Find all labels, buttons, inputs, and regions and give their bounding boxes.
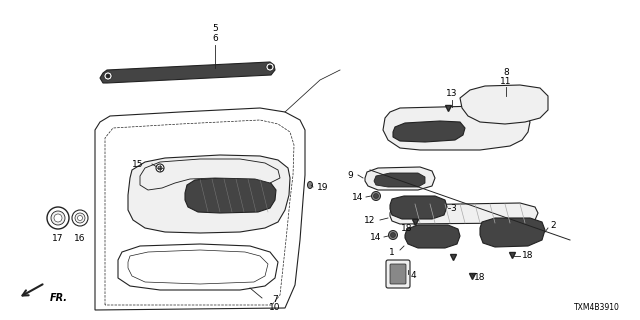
Text: FR.: FR. bbox=[50, 293, 68, 303]
Text: 14: 14 bbox=[352, 193, 364, 202]
Ellipse shape bbox=[158, 166, 162, 170]
Polygon shape bbox=[390, 196, 447, 219]
Text: 14: 14 bbox=[371, 233, 381, 242]
Ellipse shape bbox=[307, 181, 312, 188]
Text: 11: 11 bbox=[500, 76, 512, 85]
Ellipse shape bbox=[390, 233, 396, 237]
Ellipse shape bbox=[75, 213, 85, 223]
Polygon shape bbox=[390, 203, 538, 224]
Polygon shape bbox=[185, 178, 276, 213]
Ellipse shape bbox=[47, 207, 69, 229]
Ellipse shape bbox=[72, 210, 88, 226]
Text: 2: 2 bbox=[550, 220, 556, 229]
Ellipse shape bbox=[51, 211, 65, 225]
Text: 9: 9 bbox=[347, 171, 353, 180]
FancyBboxPatch shape bbox=[390, 264, 406, 284]
Text: 4: 4 bbox=[410, 271, 416, 281]
Text: 15: 15 bbox=[132, 159, 144, 169]
Ellipse shape bbox=[54, 214, 62, 222]
Polygon shape bbox=[405, 225, 460, 248]
Polygon shape bbox=[393, 121, 465, 142]
FancyBboxPatch shape bbox=[386, 260, 410, 288]
Polygon shape bbox=[118, 244, 278, 290]
Ellipse shape bbox=[77, 215, 83, 220]
Text: 13: 13 bbox=[446, 89, 458, 98]
Ellipse shape bbox=[268, 65, 272, 69]
Text: 12: 12 bbox=[364, 215, 376, 225]
Text: 16: 16 bbox=[74, 234, 86, 243]
Polygon shape bbox=[100, 62, 275, 83]
Text: 10: 10 bbox=[269, 303, 281, 313]
Text: 18: 18 bbox=[474, 274, 486, 283]
Text: 5: 5 bbox=[212, 23, 218, 33]
Ellipse shape bbox=[388, 230, 397, 239]
Polygon shape bbox=[480, 218, 545, 247]
Polygon shape bbox=[460, 85, 548, 124]
Text: 17: 17 bbox=[52, 234, 64, 243]
Text: 8: 8 bbox=[503, 68, 509, 76]
Polygon shape bbox=[128, 155, 290, 233]
Polygon shape bbox=[140, 159, 280, 190]
Text: 6: 6 bbox=[212, 34, 218, 43]
Ellipse shape bbox=[371, 191, 381, 201]
Ellipse shape bbox=[104, 72, 112, 80]
Polygon shape bbox=[374, 173, 425, 187]
Text: 18: 18 bbox=[522, 252, 534, 260]
Ellipse shape bbox=[156, 164, 164, 172]
Text: 19: 19 bbox=[317, 182, 329, 191]
Polygon shape bbox=[365, 167, 435, 190]
Ellipse shape bbox=[106, 74, 110, 78]
Text: 7: 7 bbox=[272, 295, 278, 305]
Polygon shape bbox=[95, 108, 305, 310]
Ellipse shape bbox=[266, 63, 274, 71]
Ellipse shape bbox=[374, 194, 378, 198]
Text: 1: 1 bbox=[389, 247, 395, 257]
Text: TXM4B3910: TXM4B3910 bbox=[574, 303, 620, 312]
Polygon shape bbox=[383, 106, 530, 150]
Text: 3: 3 bbox=[450, 204, 456, 212]
Text: 18: 18 bbox=[401, 223, 413, 233]
